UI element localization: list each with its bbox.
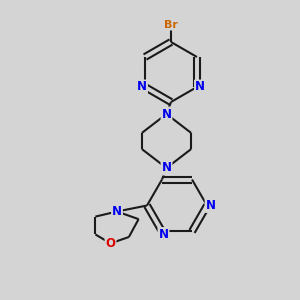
Text: N: N <box>158 228 169 241</box>
Text: N: N <box>137 80 147 94</box>
Text: N: N <box>195 80 205 94</box>
Text: O: O <box>106 237 116 250</box>
Text: N: N <box>206 199 216 212</box>
Text: N: N <box>161 161 172 175</box>
Text: N: N <box>112 205 122 218</box>
Text: Br: Br <box>164 20 178 30</box>
Text: N: N <box>161 107 172 121</box>
